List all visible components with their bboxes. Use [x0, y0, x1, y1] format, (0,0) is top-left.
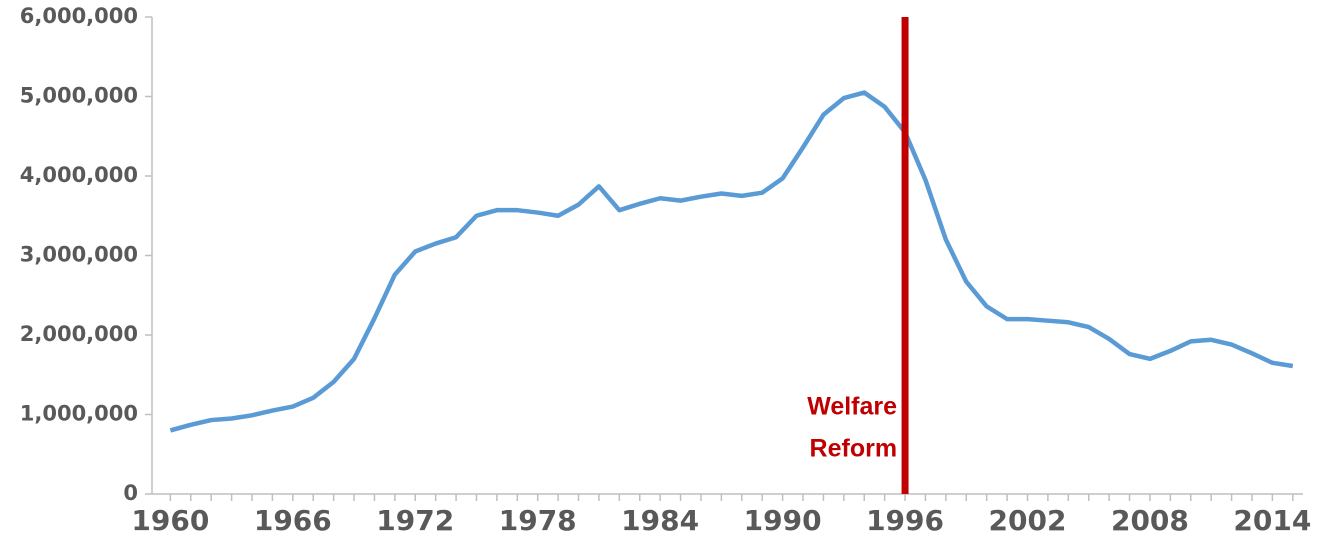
y-tick-label: 1,000,000: [20, 402, 138, 426]
y-tick-label: 6,000,000: [20, 4, 138, 28]
line-series: [169, 90, 1294, 433]
y-tick-label: 5,000,000: [20, 84, 138, 108]
y-tick-label: 2,000,000: [20, 322, 138, 346]
annotation-text: Reform: [810, 435, 898, 463]
x-tick-label: 1996: [866, 504, 944, 537]
x-tick-label: 1978: [499, 504, 577, 537]
x-tick-label: 2002: [989, 504, 1067, 537]
x-tick-label: 1972: [376, 504, 454, 537]
x-tick-label: 1990: [744, 504, 822, 537]
annotation-text: Welfare: [807, 393, 897, 421]
y-tick-label: 3,000,000: [20, 243, 138, 267]
x-tick-label: 1966: [254, 504, 332, 537]
x-tick-label: 2008: [1111, 504, 1189, 537]
x-tick-label: 1960: [131, 504, 209, 537]
y-tick-label: 4,000,000: [20, 163, 138, 187]
x-tick-label: 1984: [621, 504, 699, 537]
y-tick-label: 0: [123, 481, 138, 505]
x-tick-label: 2014: [1233, 504, 1311, 537]
